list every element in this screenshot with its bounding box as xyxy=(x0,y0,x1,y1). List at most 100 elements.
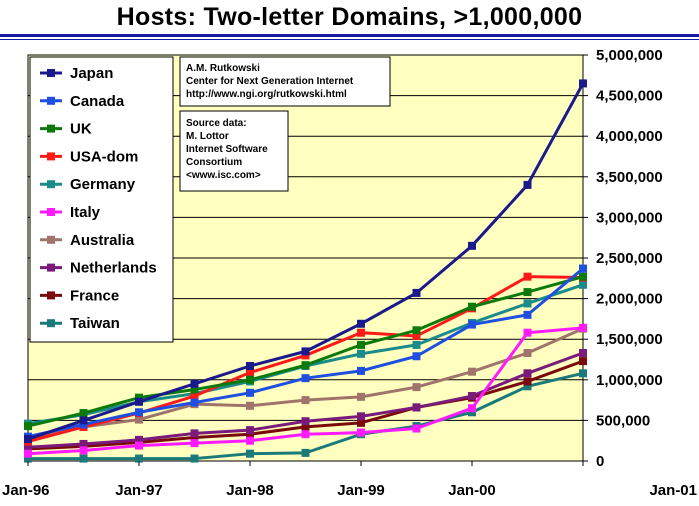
legend-label-netherlands: Netherlands xyxy=(70,260,157,277)
point-france xyxy=(523,377,532,386)
point-usa-dom xyxy=(246,368,254,377)
point-usa-dom xyxy=(190,392,199,401)
legend-swatch-marker-canada xyxy=(47,96,55,105)
point-italy xyxy=(79,446,88,455)
point-australia xyxy=(468,367,476,376)
series-group xyxy=(24,79,587,463)
y-tick-label: 4,000,000 xyxy=(596,128,663,145)
legend-swatch-marker-japan xyxy=(47,69,55,77)
point-taiwan xyxy=(468,408,476,417)
credit-url: http://www.ngi.org/rutkowski.html xyxy=(186,89,347,100)
legend-swatch-marker-germany xyxy=(47,180,55,189)
point-uk xyxy=(468,302,476,311)
y-tick-label: 5,000,000 xyxy=(596,47,663,64)
point-france xyxy=(357,418,365,427)
x-tick-label: Jan-97 xyxy=(115,482,163,499)
chart-title: Hosts: Two-letter Domains, >1,000,000 xyxy=(116,3,583,31)
legend-swatch-marker-netherlands xyxy=(47,263,55,272)
legend-swatch-marker-australia xyxy=(47,235,55,244)
point-netherlands xyxy=(301,417,310,426)
point-australia xyxy=(301,396,310,405)
point-uk xyxy=(24,422,32,431)
legend-label-germany: Germany xyxy=(70,176,136,193)
point-italy xyxy=(190,439,199,448)
legend-swatch-marker-uk xyxy=(47,124,55,133)
point-italy xyxy=(24,449,32,458)
point-netherlands xyxy=(523,369,532,378)
point-netherlands xyxy=(246,426,254,435)
source-org-1: Internet Software xyxy=(186,144,268,155)
point-japan xyxy=(79,416,88,425)
point-france xyxy=(246,430,254,439)
legend-label-uk: UK xyxy=(70,121,92,138)
point-usa-dom xyxy=(523,272,532,281)
y-tick-label: 2,500,000 xyxy=(596,250,663,267)
point-uk xyxy=(135,393,143,402)
point-canada xyxy=(357,366,365,375)
point-france xyxy=(190,433,199,442)
point-italy xyxy=(357,428,365,437)
point-uk xyxy=(301,361,310,370)
point-italy xyxy=(301,430,310,439)
legend: Japan Canada UK USA-dom Germany Italy Australi… xyxy=(40,65,157,332)
legend-swatch-marker-taiwan xyxy=(47,319,55,328)
point-australia xyxy=(412,383,421,392)
point-italy xyxy=(579,323,587,332)
point-netherlands xyxy=(468,392,476,401)
point-canada xyxy=(190,398,199,407)
x-tick-label: Jan-98 xyxy=(226,482,274,499)
point-netherlands xyxy=(579,349,587,358)
credit-note-box xyxy=(179,56,391,107)
source-note-box xyxy=(179,110,289,192)
y-tick-label: 1,000,000 xyxy=(596,372,663,389)
y-tick-label: 4,500,000 xyxy=(596,88,663,105)
y-tick-label: 0 xyxy=(596,453,604,470)
point-japan xyxy=(246,361,254,370)
point-taiwan xyxy=(301,448,310,457)
y-tick-label: 2,000,000 xyxy=(596,291,663,308)
point-australia xyxy=(523,349,532,358)
point-japan xyxy=(135,397,143,406)
point-canada xyxy=(412,352,421,361)
point-france xyxy=(579,357,587,366)
point-japan xyxy=(579,79,587,88)
point-netherlands xyxy=(190,429,199,438)
point-italy xyxy=(246,436,254,445)
legend-label-taiwan: Taiwan xyxy=(70,315,120,332)
point-taiwan xyxy=(579,369,587,378)
point-japan xyxy=(190,379,199,388)
point-japan xyxy=(412,288,421,297)
point-italy xyxy=(135,441,143,450)
source-url: <www.isc.com> xyxy=(186,170,261,181)
x-axis: Jan-96 Jan-97 Jan-98 Jan-99 Jan-00 Jan-01 xyxy=(2,461,697,499)
y-tick-label: 3,000,000 xyxy=(596,209,663,226)
point-netherlands xyxy=(412,403,421,412)
source-name: M. Lottor xyxy=(186,131,229,142)
point-japan xyxy=(523,180,532,189)
point-netherlands xyxy=(135,435,143,444)
point-germany xyxy=(412,340,421,349)
point-taiwan xyxy=(190,454,199,463)
y-tick-label: 3,500,000 xyxy=(596,169,663,186)
point-uk xyxy=(357,340,365,349)
point-taiwan xyxy=(79,454,88,463)
legend-label-australia: Australia xyxy=(70,232,135,249)
point-usa-dom xyxy=(357,328,365,337)
point-australia xyxy=(135,415,143,424)
y-axis: 0 500,000 1,000,000 1,500,000 2,000,000 2,500… xyxy=(583,47,663,470)
point-canada xyxy=(135,408,143,417)
point-italy xyxy=(523,328,532,337)
point-australia xyxy=(246,401,254,410)
point-germany xyxy=(523,299,532,308)
y-tick-label: 1,500,000 xyxy=(596,331,663,348)
title-rule xyxy=(0,34,699,37)
legend-label-france: France xyxy=(70,287,119,304)
legend-swatch-marker-italy xyxy=(47,208,55,216)
point-france xyxy=(301,422,310,431)
y-tick-label: 500,000 xyxy=(596,412,650,429)
point-uk xyxy=(579,272,587,281)
legend-label-italy: Italy xyxy=(70,204,101,221)
title-rule-thin xyxy=(0,39,699,40)
legend-label-usa-dom: USA-dom xyxy=(70,148,138,165)
